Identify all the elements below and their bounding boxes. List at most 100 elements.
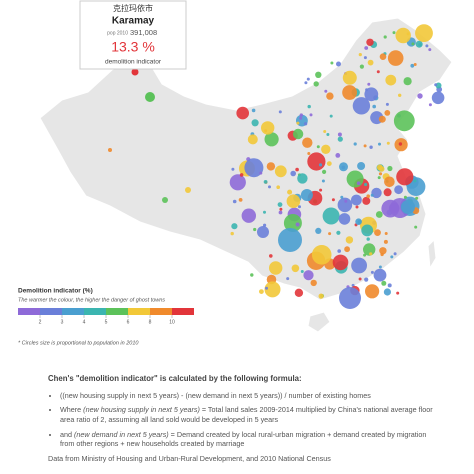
legend-swatch bbox=[40, 308, 62, 315]
city-dot bbox=[259, 289, 264, 294]
city-dot bbox=[396, 291, 400, 295]
city-dot bbox=[385, 74, 397, 86]
city-dot bbox=[326, 161, 332, 167]
city-dot bbox=[332, 254, 349, 271]
city-dot bbox=[370, 270, 374, 274]
city-dot bbox=[344, 246, 350, 253]
city-dot bbox=[319, 188, 323, 192]
city-dot bbox=[322, 169, 327, 174]
city-dot bbox=[417, 93, 423, 99]
city-dot bbox=[398, 93, 402, 98]
city-dot bbox=[431, 91, 445, 105]
city-dot bbox=[383, 288, 391, 296]
legend-swatch bbox=[172, 308, 194, 315]
taiwan bbox=[427, 238, 437, 270]
city-dot bbox=[415, 24, 433, 42]
city-dot bbox=[263, 180, 268, 184]
city-dot bbox=[373, 268, 387, 282]
city-dot bbox=[366, 237, 370, 241]
city-dot bbox=[108, 148, 112, 152]
city-dot bbox=[313, 81, 319, 87]
city-dot bbox=[322, 207, 340, 225]
city-dot bbox=[365, 88, 369, 92]
city-dot bbox=[336, 230, 341, 235]
city-dot bbox=[295, 167, 299, 172]
city-dot bbox=[387, 50, 404, 66]
city-dot bbox=[356, 181, 361, 185]
city-dot bbox=[337, 136, 343, 142]
formula-text: = Demand created by local rural-urban mi… bbox=[60, 429, 427, 449]
city-dot bbox=[250, 273, 254, 277]
formula-bullet: Where (new housing supply in next 5 year… bbox=[60, 405, 440, 424]
city-dot bbox=[318, 163, 323, 167]
city-dot bbox=[278, 110, 282, 114]
city-dot bbox=[340, 195, 344, 199]
city-dot bbox=[247, 134, 258, 145]
legend-tick-label: 10 bbox=[169, 319, 175, 325]
city-dot bbox=[413, 63, 417, 66]
city-dot bbox=[357, 162, 366, 170]
legend-swatch bbox=[62, 308, 84, 315]
city-dot bbox=[394, 185, 403, 195]
legend-tick-label: 6 bbox=[127, 319, 130, 325]
city-dot bbox=[361, 224, 374, 237]
city-dot bbox=[384, 232, 388, 235]
city-dot bbox=[410, 63, 415, 68]
tooltip-indicator-label: demolition indicator bbox=[105, 59, 162, 66]
city-dot bbox=[300, 189, 313, 201]
tooltip-name-en: Karamay bbox=[112, 16, 155, 27]
city-dot bbox=[316, 145, 320, 149]
city-dot bbox=[337, 249, 342, 253]
city-dot bbox=[379, 53, 387, 60]
city-dot bbox=[300, 270, 304, 273]
city-dot bbox=[362, 196, 371, 205]
city-dot bbox=[364, 182, 368, 187]
city-dot bbox=[335, 153, 341, 158]
city-dot bbox=[374, 229, 381, 237]
city-dot bbox=[321, 144, 331, 154]
city-dot bbox=[339, 162, 348, 172]
legend-tick-label: 2 bbox=[39, 319, 42, 325]
legend-swatch bbox=[150, 308, 172, 315]
city-dot bbox=[376, 70, 380, 74]
city-dot bbox=[259, 171, 263, 175]
legend-swatch bbox=[84, 308, 106, 315]
city-dot bbox=[403, 77, 412, 86]
formula: Chen's "demolition indicator" is calcula… bbox=[48, 374, 440, 464]
city-dot bbox=[328, 232, 332, 236]
city-dot bbox=[265, 286, 268, 290]
formula-text: (new housing supply in next 5 years) bbox=[83, 405, 200, 415]
city-dot bbox=[414, 225, 418, 229]
city-dot bbox=[425, 44, 429, 48]
city-dot bbox=[346, 170, 364, 188]
map: 克拉玛依市 Karamay pop 2010 391,008 13.3 % de… bbox=[18, 0, 453, 346]
city-dot bbox=[392, 31, 396, 35]
city-dot bbox=[384, 176, 395, 188]
city-dot bbox=[279, 207, 283, 211]
city-dot bbox=[367, 82, 371, 86]
city-dot bbox=[292, 128, 304, 140]
city-dot bbox=[364, 46, 369, 50]
city-dot bbox=[239, 173, 244, 177]
city-dot bbox=[376, 164, 383, 171]
city-dot bbox=[359, 64, 364, 69]
city-dot bbox=[403, 195, 407, 199]
formula-text: ((new housing supply in next 5 years) - … bbox=[60, 390, 371, 400]
footnote: * Circles size is proportional to popula… bbox=[18, 340, 139, 346]
city-dot bbox=[351, 257, 367, 274]
city-dot bbox=[238, 198, 243, 202]
city-dot bbox=[406, 32, 410, 36]
city-dot bbox=[428, 48, 432, 52]
formula-text: and bbox=[60, 429, 74, 439]
city-dot bbox=[385, 102, 389, 106]
city-dot bbox=[278, 210, 283, 215]
city-dot bbox=[229, 174, 246, 191]
city-dot bbox=[363, 144, 367, 148]
city-dot bbox=[318, 293, 324, 299]
formula-bullet: ((new housing supply in next 5 years) - … bbox=[60, 391, 440, 401]
city-dot bbox=[344, 199, 348, 203]
city-dot bbox=[278, 228, 302, 252]
city-dot bbox=[251, 119, 259, 127]
city-dot bbox=[230, 231, 234, 236]
city-dot bbox=[266, 162, 276, 171]
